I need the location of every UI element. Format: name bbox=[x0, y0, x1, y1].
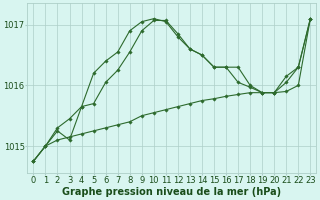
X-axis label: Graphe pression niveau de la mer (hPa): Graphe pression niveau de la mer (hPa) bbox=[62, 187, 282, 197]
